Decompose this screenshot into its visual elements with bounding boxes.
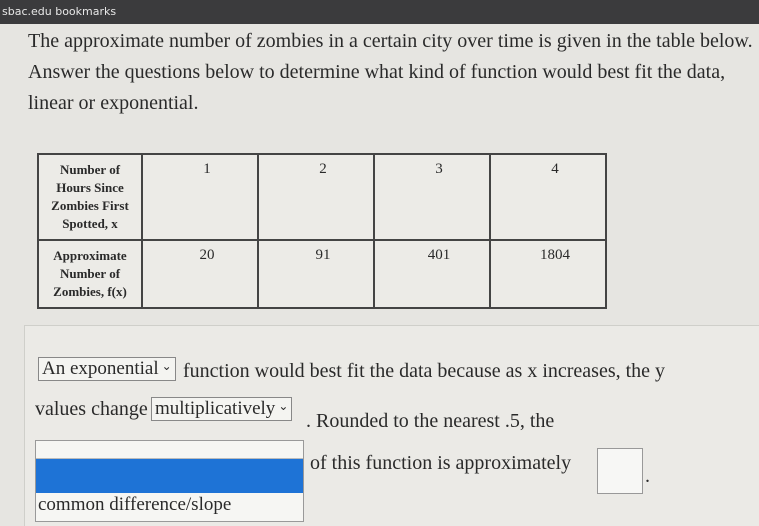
table-cell: 4 bbox=[489, 153, 607, 241]
open-dropdown[interactable]: common difference/slope bbox=[35, 440, 304, 522]
sentence-text: of this function is approximately bbox=[310, 452, 572, 474]
table-row: Approximate Number of Zombies, f(x) 20 9… bbox=[37, 239, 607, 309]
dropdown-blank[interactable] bbox=[36, 441, 303, 459]
table-cell: 401 bbox=[373, 239, 491, 309]
table-cell: 20 bbox=[141, 239, 259, 309]
table-cell: Approximate Number of Zombies, f(x) bbox=[37, 239, 143, 309]
sentence-text: . bbox=[645, 465, 650, 487]
bookmarks-bar: sbac.edu bookmarks bbox=[0, 0, 759, 24]
data-table: Number of Hours Since Zombies First Spot… bbox=[37, 153, 607, 309]
answer-input[interactable] bbox=[597, 448, 643, 494]
table-cell: 3 bbox=[373, 153, 491, 241]
dropdown[interactable]: multiplicatively bbox=[151, 397, 293, 421]
table-cell: Number of Hours Since Zombies First Spot… bbox=[37, 153, 143, 241]
table-cell: 2 bbox=[257, 153, 375, 241]
table-cell: 1 bbox=[141, 153, 259, 241]
highlighted-option[interactable] bbox=[36, 459, 303, 493]
question-prompt: The approximate number of zombies in a c… bbox=[28, 30, 753, 114]
table-cell: 1804 bbox=[489, 239, 607, 309]
table-row: Number of Hours Since Zombies First Spot… bbox=[37, 153, 607, 241]
sentence-text: . Rounded to the nearest .5, the bbox=[306, 410, 555, 432]
bookmarks-label[interactable]: sbac.edu bookmarks bbox=[2, 5, 117, 18]
sentence-text: function would best fit the data because… bbox=[183, 360, 666, 382]
dropdown-option[interactable]: common difference/slope bbox=[38, 494, 232, 515]
dropdown[interactable]: An exponential bbox=[38, 357, 176, 381]
table-cell: 91 bbox=[257, 239, 375, 309]
sentence-text: values change bbox=[35, 398, 148, 420]
